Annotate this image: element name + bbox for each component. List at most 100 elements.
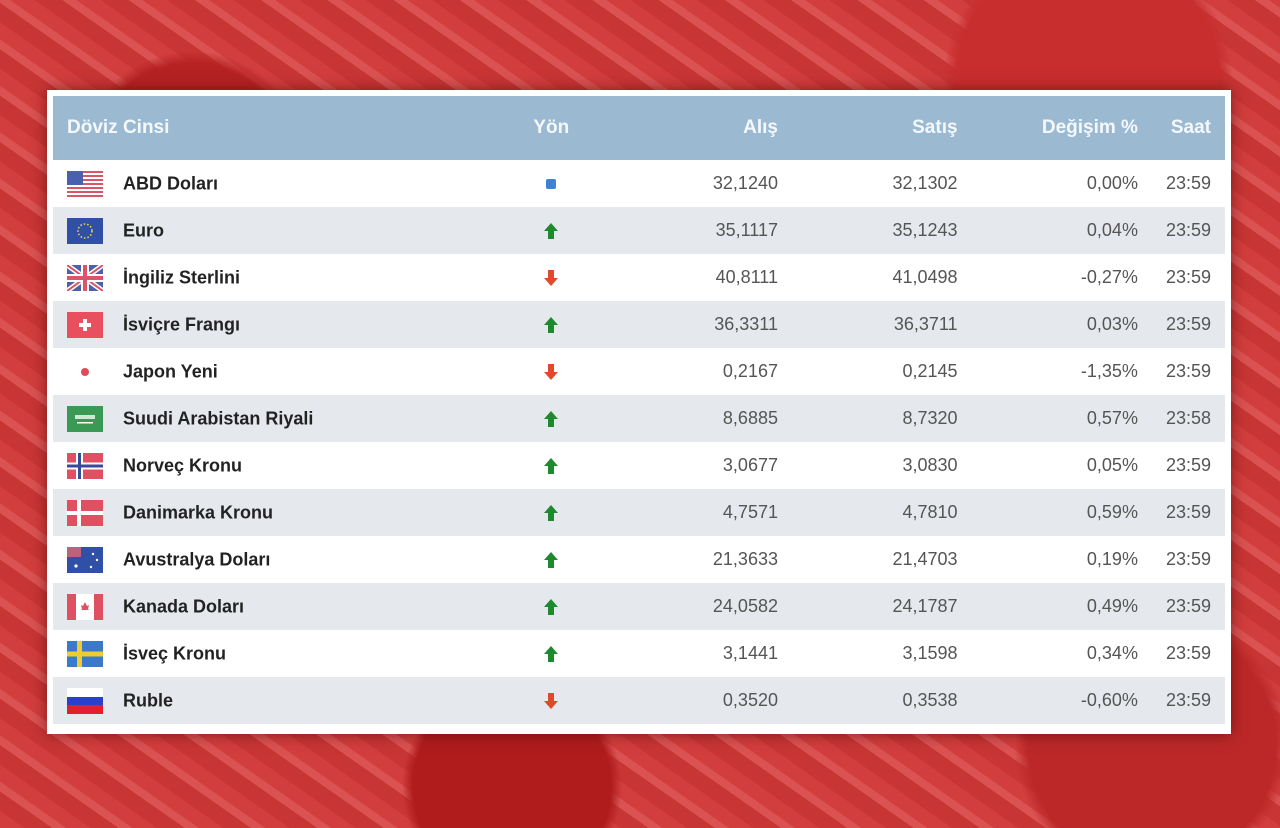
arrow-down-icon xyxy=(544,270,559,287)
change-cell: 0,34% xyxy=(1086,643,1138,663)
header-currency[interactable]: Döviz Cinsi xyxy=(67,117,170,138)
currency-cell: ABD Doları xyxy=(53,160,481,207)
table-row[interactable]: Avustralya Doları 21,3633 21,4703 0,19% 23:5… xyxy=(53,536,1225,583)
direction-cell xyxy=(481,536,622,583)
currency-name[interactable]: Norveç Kronu xyxy=(123,455,243,475)
time-cell: 23:59 xyxy=(1165,643,1211,663)
arrow-up-icon xyxy=(544,223,559,240)
change-cell: 0,00% xyxy=(1086,173,1138,193)
sell-cell: 35,1243 xyxy=(892,220,958,240)
currency-cell: Ruble xyxy=(53,677,481,724)
time-cell: 23:59 xyxy=(1165,267,1211,287)
currency-cell: Danimarka Kronu xyxy=(53,489,481,536)
currency-name[interactable]: Japon Yeni xyxy=(123,361,218,381)
change-cell: 0,49% xyxy=(1086,596,1138,616)
time-cell: 23:59 xyxy=(1165,314,1211,334)
neutral-square-icon xyxy=(546,179,557,190)
no-flag-icon xyxy=(67,452,103,479)
sell-cell: 24,1787 xyxy=(892,596,958,616)
currency-name[interactable]: Euro xyxy=(123,220,165,240)
arrow-down-icon xyxy=(544,364,559,381)
jp-flag-icon xyxy=(67,358,103,385)
time-cell: 23:59 xyxy=(1165,455,1211,475)
buy-cell: 24,0582 xyxy=(712,596,778,616)
arrow-up-icon xyxy=(544,317,559,334)
header-buy[interactable]: Alış xyxy=(743,117,778,138)
direction-cell xyxy=(481,301,622,348)
change-cell: 0,03% xyxy=(1086,314,1138,334)
sell-cell: 0,2145 xyxy=(902,361,958,381)
table-row[interactable]: İsviçre Frangı 36,3311 36,3711 0,03% 23:59 xyxy=(53,301,1225,348)
sell-cell: 41,0498 xyxy=(892,267,958,287)
table-row[interactable]: Japon Yeni 0,2167 0,2145 -1,35% 23:59 xyxy=(53,348,1225,395)
table-row[interactable]: İngiliz Sterlini 40,8111 41,0498 -0,27% 23:5… xyxy=(53,254,1225,301)
sell-cell: 4,7810 xyxy=(902,502,958,522)
table-header-row: Döviz Cinsi Yön Alış Satış Değişim % Saa… xyxy=(53,96,1225,160)
direction-cell xyxy=(481,489,622,536)
se-flag-icon xyxy=(67,640,103,667)
ru-flag-icon xyxy=(67,687,103,714)
direction-cell xyxy=(481,254,622,301)
currency-cell: Euro xyxy=(53,207,481,254)
currency-cell: Avustralya Doları xyxy=(53,536,481,583)
buy-cell: 0,2167 xyxy=(722,361,778,381)
header-change[interactable]: Değişim % xyxy=(1041,117,1138,138)
exchange-rate-card: Döviz Cinsi Yön Alış Satış Değişim % Saa… xyxy=(47,90,1231,734)
currency-name[interactable]: Danimarka Kronu xyxy=(123,502,274,522)
buy-cell: 4,7571 xyxy=(722,502,778,522)
sell-cell: 32,1302 xyxy=(892,173,958,193)
change-cell: 0,04% xyxy=(1086,220,1138,240)
change-cell: 0,05% xyxy=(1086,455,1138,475)
direction-cell xyxy=(481,583,622,630)
buy-cell: 0,3520 xyxy=(722,690,778,710)
currency-name[interactable]: İsveç Kronu xyxy=(123,643,227,663)
buy-cell: 3,0677 xyxy=(722,455,778,475)
table-row[interactable]: Danimarka Kronu 4,7571 4,7810 0,59% 23:59 xyxy=(53,489,1225,536)
currency-name[interactable]: İngiliz Sterlini xyxy=(123,267,241,287)
table-row[interactable]: Norveç Kronu 3,0677 3,0830 0,05% 23:59 xyxy=(53,442,1225,489)
table-row[interactable]: Suudi Arabistan Riyali 8,6885 8,7320 0,57% 2… xyxy=(53,395,1225,442)
sell-cell: 36,3711 xyxy=(893,314,958,334)
arrow-down-icon xyxy=(544,693,559,710)
table-row[interactable]: Kanada Doları 24,0582 24,1787 0,49% 23:59 xyxy=(53,583,1225,630)
change-cell: 0,19% xyxy=(1086,549,1138,569)
sell-cell: 0,3538 xyxy=(902,690,958,710)
table-row[interactable]: Ruble 0,3520 0,3538 -0,60% 23:59 xyxy=(53,677,1225,724)
currency-name[interactable]: Ruble xyxy=(123,690,174,710)
direction-cell xyxy=(481,160,622,207)
currency-cell: Japon Yeni xyxy=(53,348,481,395)
currency-name[interactable]: Avustralya Doları xyxy=(123,549,271,569)
direction-cell xyxy=(481,677,622,724)
arrow-up-icon xyxy=(544,552,559,569)
arrow-up-icon xyxy=(544,505,559,522)
uk-flag-icon xyxy=(65,262,105,293)
time-cell: 23:59 xyxy=(1165,502,1211,522)
table-row[interactable]: Euro 35,1117 35,1243 0,04% 23:59 xyxy=(53,207,1225,254)
currency-name[interactable]: Suudi Arabistan Riyali xyxy=(123,408,314,428)
time-cell: 23:58 xyxy=(1165,408,1211,428)
buy-cell: 21,3633 xyxy=(712,549,778,569)
change-cell: -1,35% xyxy=(1080,361,1138,381)
table-row[interactable]: İsveç Kronu 3,1441 3,1598 0,34% 23:59 xyxy=(53,630,1225,677)
currency-name[interactable]: Kanada Doları xyxy=(123,596,245,616)
direction-cell xyxy=(481,207,622,254)
header-time[interactable]: Saat xyxy=(1170,117,1211,138)
exchange-rate-table: Döviz Cinsi Yön Alış Satış Değişim % Saa… xyxy=(53,96,1225,724)
arrow-up-icon xyxy=(544,458,559,475)
currency-cell: İngiliz Sterlini xyxy=(53,254,481,301)
table-row[interactable]: ABD Doları 32,1240 32,1302 0,00% 23:59 xyxy=(53,160,1225,207)
currency-name[interactable]: ABD Doları xyxy=(123,173,219,193)
currency-name[interactable]: İsviçre Frangı xyxy=(123,314,241,334)
header-direction[interactable]: Yön xyxy=(533,117,570,138)
change-cell: 0,59% xyxy=(1086,502,1138,522)
change-cell: -0,60% xyxy=(1080,690,1138,710)
currency-cell: Suudi Arabistan Riyali xyxy=(53,395,481,442)
ca-flag-icon xyxy=(67,593,103,620)
au-flag-icon xyxy=(67,546,103,573)
header-sell[interactable]: Satış xyxy=(912,117,958,138)
direction-cell xyxy=(481,395,622,442)
ch-flag-icon xyxy=(67,311,103,338)
time-cell: 23:59 xyxy=(1165,549,1211,569)
time-cell: 23:59 xyxy=(1165,596,1211,616)
eu-flag-icon xyxy=(67,217,103,244)
